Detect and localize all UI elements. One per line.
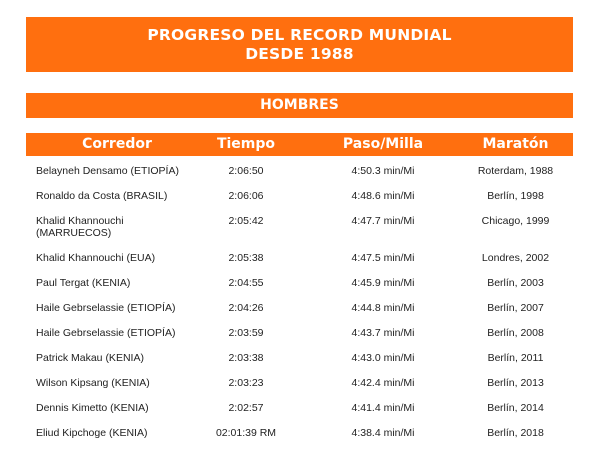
table-row: Khalid Khannouchi (EUA) 2:05:38 4:47.5 m…: [26, 243, 573, 268]
column-header-runner: Corredor: [82, 136, 152, 152]
table-row: Belayneh Densamo (ETIOPÍA) 2:06:50 4:50.…: [26, 156, 573, 181]
runner-cell: Haile Gebrselassie (ETIOPÍA): [36, 327, 176, 339]
pace-cell: 4:38.4 min/Mi: [351, 427, 415, 439]
time-cell: 2:03:38: [228, 352, 264, 364]
marathon-cell: Berlín, 2014: [487, 402, 544, 414]
pace-cell: 4:44.8 min/Mi: [351, 302, 415, 314]
time-cell: 2:03:59: [228, 327, 264, 339]
time-cell: 2:04:26: [228, 302, 264, 314]
runner-cell: Belayneh Densamo (ETIOPÍA): [36, 165, 179, 177]
runner-cell: Khalid Khannouchi (MARRUECOS): [36, 215, 124, 239]
runner-cell: Patrick Makau (KENIA): [36, 352, 144, 364]
table-row: Haile Gebrselassie (ETIOPÍA) 2:03:59 4:4…: [26, 318, 573, 343]
table-row: Khalid Khannouchi (MARRUECOS) 2:05:42 4:…: [26, 206, 573, 243]
records-table: Belayneh Densamo (ETIOPÍA) 2:06:50 4:50.…: [26, 156, 573, 443]
runner-cell: Paul Tergat (KENIA): [36, 277, 131, 289]
runner-cell: Khalid Khannouchi (EUA): [36, 252, 156, 264]
title-banner: PROGRESO DEL RECORD MUNDIAL DESDE 1988: [26, 17, 573, 72]
table-row: Dennis Kimetto (KENIA) 2:02:57 4:41.4 mi…: [26, 393, 573, 418]
time-cell: 02:01:39 RM: [215, 427, 277, 439]
marathon-cell: Berlín, 2003: [487, 277, 544, 289]
time-cell: 2:03:23: [228, 377, 264, 389]
time-cell: 2:02:57: [228, 402, 264, 414]
pace-cell: 4:43.0 min/Mi: [351, 352, 415, 364]
marathon-cell: Berlín, 2011: [487, 352, 544, 364]
page-title-line-1: PROGRESO DEL RECORD MUNDIAL: [147, 26, 452, 44]
runner-cell: Eliud Kipchoge (KENIA): [36, 427, 148, 439]
column-header-time: Tiempo: [216, 136, 276, 152]
pace-cell: 4:50.3 min/Mi: [351, 165, 415, 177]
time-cell: 2:06:50: [228, 165, 264, 177]
pace-cell: 4:43.7 min/Mi: [351, 327, 415, 339]
runner-cell: Dennis Kimetto (KENIA): [36, 402, 149, 414]
marathon-cell: Londres, 2002: [481, 252, 550, 264]
pace-cell: 4:47.7 min/Mi: [351, 215, 415, 227]
pace-cell: 4:48.6 min/Mi: [351, 190, 415, 202]
runner-cell: Wilson Kipsang (KENIA): [36, 377, 150, 389]
table-header: Corredor Tiempo Paso/Milla Maratón: [26, 133, 573, 156]
table-row: Paul Tergat (KENIA) 2:04:55 4:45.9 min/M…: [26, 268, 573, 293]
marathon-cell: Chicago, 1999: [481, 215, 550, 227]
page-title-line-2: DESDE 1988: [245, 45, 354, 63]
marathon-cell: Berlín, 1998: [487, 190, 544, 202]
pace-cell: 4:41.4 min/Mi: [351, 402, 415, 414]
column-header-pace: Paso/Milla: [342, 136, 424, 152]
table-row: Wilson Kipsang (KENIA) 2:03:23 4:42.4 mi…: [26, 368, 573, 393]
table-row: Patrick Makau (KENIA) 2:03:38 4:43.0 min…: [26, 343, 573, 368]
section-heading: HOMBRES: [26, 93, 573, 118]
time-cell: 2:04:55: [228, 277, 264, 289]
pace-cell: 4:47.5 min/Mi: [351, 252, 415, 264]
marathon-cell: Berlín, 2018: [487, 427, 544, 439]
marathon-cell: Berlín, 2007: [487, 302, 544, 314]
runner-cell: Haile Gebrselassie (ETIOPÍA): [36, 302, 176, 314]
table-row: Eliud Kipchoge (KENIA) 02:01:39 RM 4:38.…: [26, 418, 573, 443]
table-row: Ronaldo da Costa (BRASIL) 2:06:06 4:48.6…: [26, 181, 573, 206]
table-row: Haile Gebrselassie (ETIOPÍA) 2:04:26 4:4…: [26, 293, 573, 318]
time-cell: 2:05:38: [228, 252, 264, 264]
marathon-cell: Roterdam, 1988: [477, 165, 554, 177]
column-header-marathon: Maratón: [482, 136, 549, 152]
marathon-cell: Berlín, 2008: [487, 327, 544, 339]
time-cell: 2:06:06: [228, 190, 264, 202]
pace-cell: 4:42.4 min/Mi: [351, 377, 415, 389]
time-cell: 2:05:42: [228, 215, 264, 227]
runner-cell: Ronaldo da Costa (BRASIL): [36, 190, 168, 202]
marathon-cell: Berlín, 2013: [487, 377, 544, 389]
pace-cell: 4:45.9 min/Mi: [351, 277, 415, 289]
